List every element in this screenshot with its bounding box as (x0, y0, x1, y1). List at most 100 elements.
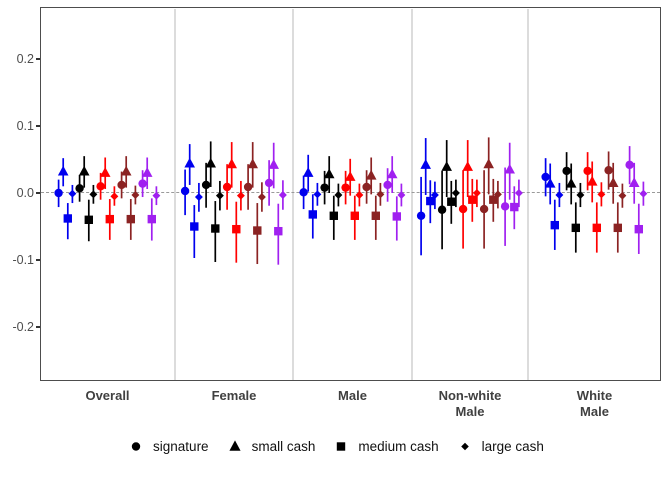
point-marker-triangle (441, 161, 452, 171)
point-marker-circle (604, 166, 613, 175)
point-marker-triangle (483, 158, 494, 169)
point-marker-square (274, 226, 283, 236)
point-marker-square (84, 215, 93, 224)
point-marker-square (63, 214, 72, 223)
point-marker-square (329, 211, 338, 220)
point-marker-circle (222, 182, 232, 192)
panel-divider (410, 8, 414, 380)
point-marker-diamond (597, 190, 606, 199)
point-marker-circle (320, 183, 329, 192)
point-marker-circle (500, 202, 510, 211)
point-marker-square (392, 212, 401, 221)
point-marker-diamond (355, 191, 364, 199)
point-marker-triangle (226, 158, 237, 169)
legend-item-medium-cash: medium cash (333, 438, 439, 454)
point-marker-circle (180, 186, 190, 196)
point-marker-square (190, 222, 199, 231)
point-marker-diamond (215, 191, 224, 200)
legend-circle-icon (131, 442, 141, 451)
point-marker-circle (583, 166, 592, 176)
point-marker-triangle (544, 177, 556, 188)
point-marker-diamond (618, 191, 627, 200)
point-marker-square (634, 224, 643, 234)
point-marker-triangle (184, 157, 195, 168)
point-marker-circle (96, 182, 105, 191)
point-marker-circle (75, 184, 84, 193)
point-marker-diamond (493, 190, 502, 199)
point-marker-circle (437, 205, 447, 214)
y-tick-mark (36, 125, 40, 127)
point-marker-square (105, 214, 114, 224)
point-marker-diamond (430, 191, 439, 199)
point-marker-square (592, 223, 601, 233)
point-marker-circle (341, 183, 350, 192)
legend-item-small-cash: small cash (227, 438, 316, 454)
y-tick-mark (36, 58, 40, 60)
point-marker-circle (201, 180, 211, 190)
point-marker-diamond (152, 191, 161, 200)
y-tick-label: -0.1 (12, 253, 34, 267)
point-marker-square (211, 224, 220, 233)
y-tick-label: -0.2 (12, 320, 34, 334)
point-marker-diamond (451, 189, 460, 197)
point-marker-diamond (110, 192, 119, 201)
panel-label-white-male: White Male (576, 388, 613, 420)
point-marker-square (232, 224, 241, 234)
y-tick-mark (36, 192, 40, 194)
y-tick-label: 0.2 (16, 52, 34, 66)
y-tick-label: 0.1 (16, 119, 34, 133)
point-marker-diamond (131, 191, 140, 199)
point-marker-triangle (247, 158, 258, 169)
legend-label: signature (153, 438, 209, 454)
point-marker-triangle (504, 163, 515, 174)
point-marker-triangle (302, 167, 314, 177)
point-marker-circle (138, 179, 147, 188)
point-marker-square (489, 195, 498, 204)
panel-label-female: Female (211, 388, 257, 403)
legend-marker-diamond (460, 442, 469, 451)
point-marker-triangle (565, 177, 577, 188)
point-marker-square (371, 211, 380, 220)
panel-label-male: Male (338, 388, 367, 403)
point-marker-circle (562, 166, 571, 176)
point-marker-triangle (57, 165, 69, 176)
point-marker-diamond (576, 191, 585, 199)
point-marker-circle (458, 204, 468, 214)
panel-divider (526, 8, 530, 380)
point-marker-square (571, 223, 580, 233)
point-marker-triangle (344, 171, 356, 181)
point-marker-triangle (120, 165, 132, 176)
point-marker-triangle (420, 159, 431, 169)
point-marker-diamond (639, 189, 648, 198)
point-marker-circle (416, 211, 426, 220)
point-marker-square (468, 195, 477, 204)
point-marker-diamond (514, 189, 523, 197)
shape-legend: signature small cash medium cash large cash (0, 433, 672, 459)
point-marker-triangle (268, 159, 279, 169)
point-marker-diamond (89, 190, 98, 199)
point-marker-triangle (205, 157, 216, 168)
point-marker-diamond (236, 191, 245, 200)
legend-square-icon (337, 442, 346, 451)
point-marker-square (253, 226, 262, 235)
point-marker-circle (362, 182, 371, 192)
point-marker-square (147, 214, 156, 224)
y-tick-mark (36, 259, 40, 261)
legend-marker-square (337, 442, 346, 451)
panel-divider (291, 8, 295, 380)
point-marker-triangle (607, 177, 619, 187)
point-marker-square (550, 220, 559, 230)
panel-label-overall: Overall (85, 388, 130, 403)
point-marker-triangle (365, 169, 377, 180)
legend-item-signature: signature (128, 438, 209, 454)
point-marker-triangle (78, 165, 90, 176)
point-marker-diamond (334, 191, 343, 199)
point-marker-circle (479, 204, 489, 214)
panel-label-non-white-male: Non-white Male (438, 388, 502, 420)
point-marker-square (308, 210, 317, 219)
point-marker-square (613, 223, 622, 233)
point-marker-triangle (99, 167, 111, 177)
legend-label: small cash (251, 438, 316, 454)
point-marker-diamond (555, 191, 564, 199)
